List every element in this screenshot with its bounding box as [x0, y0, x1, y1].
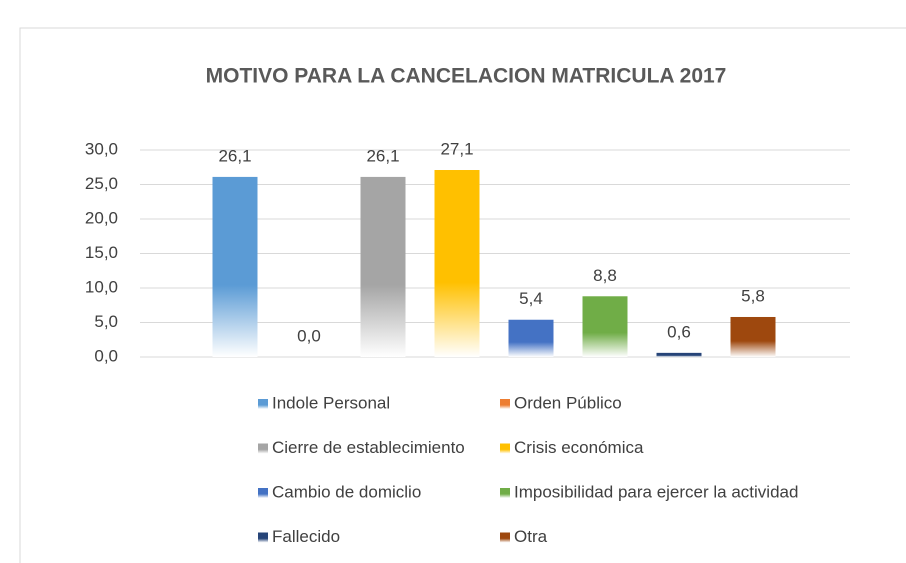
- legend-label: Orden Público: [514, 393, 622, 412]
- legend-swatch: [500, 443, 510, 454]
- y-tick-label: 5,0: [94, 312, 118, 331]
- data-label: 5,8: [741, 286, 765, 305]
- y-tick-label: 25,0: [85, 174, 118, 193]
- data-label: 0,6: [667, 322, 691, 341]
- legend-swatch: [500, 399, 510, 409]
- data-label: 27,1: [440, 139, 473, 158]
- y-tick-label: 0,0: [94, 346, 118, 365]
- legend-label: Fallecido: [272, 527, 340, 546]
- legend-swatch: [258, 488, 268, 498]
- y-tick-label: 15,0: [85, 243, 118, 262]
- chart-title: MOTIVO PARA LA CANCELACION MATRICULA 201…: [206, 65, 727, 88]
- data-label: 26,1: [366, 146, 399, 165]
- legend-swatch: [500, 488, 510, 498]
- legend-swatch: [258, 532, 268, 543]
- legend-swatch: [258, 443, 268, 454]
- data-label: 0,0: [297, 326, 321, 345]
- bar: [730, 316, 776, 357]
- y-tick-label: 20,0: [85, 208, 118, 227]
- legend-swatch: [258, 399, 268, 409]
- data-label: 26,1: [218, 146, 251, 165]
- y-tick-label: 30,0: [85, 139, 118, 158]
- legend-label: Otra: [514, 527, 548, 546]
- bar: [582, 296, 628, 357]
- bar: [434, 170, 480, 357]
- legend-swatch: [500, 532, 510, 543]
- bar: [212, 176, 258, 357]
- y-tick-label: 10,0: [85, 277, 118, 296]
- data-label: 5,4: [519, 289, 543, 308]
- legend-label: Cambio de domiclio: [272, 482, 421, 501]
- legend-label: Indole Personal: [272, 393, 390, 412]
- legend-label: Imposibilidad para ejercer la actividad: [514, 482, 798, 501]
- bar: [360, 176, 406, 357]
- data-label: 8,8: [593, 266, 617, 285]
- legend-label: Crisis económica: [514, 438, 644, 457]
- bar: [508, 319, 554, 357]
- bar: [656, 352, 702, 357]
- legend-label: Cierre de establecimiento: [272, 438, 465, 457]
